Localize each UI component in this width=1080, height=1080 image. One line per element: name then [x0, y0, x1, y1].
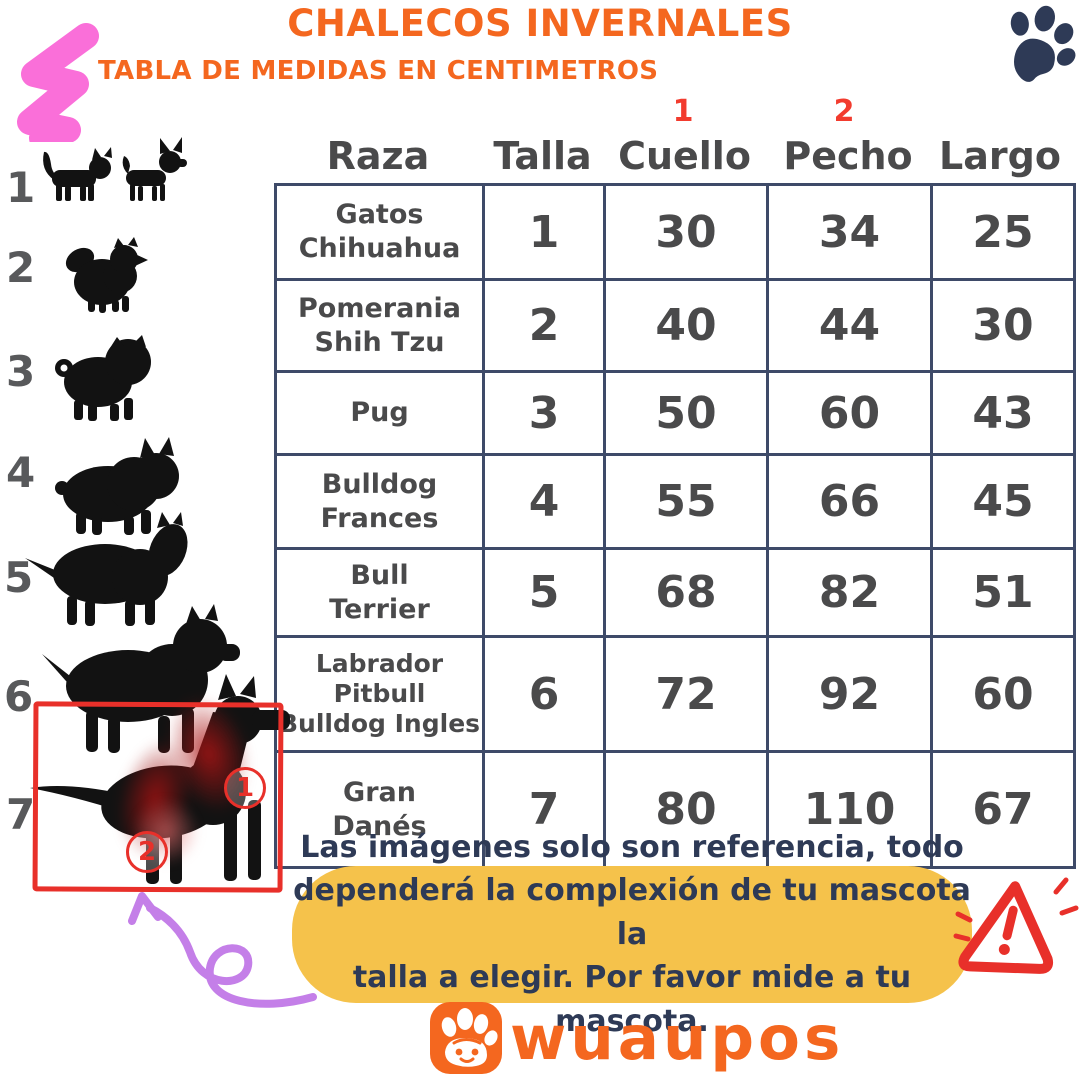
table-cell-breed: Gran Danés	[277, 753, 485, 866]
pomeranian-silhouette-icon	[65, 237, 148, 313]
table-cell-largo: 60	[933, 638, 1073, 753]
table-cell-breed: Bulldog Frances	[277, 456, 485, 550]
column-header-cuello: Cuello	[618, 134, 751, 178]
sizing-table: Gatos Chihuahua 1 30 34 25 Pomerania Shi…	[274, 183, 1076, 869]
chest-point-label: 2	[126, 831, 168, 873]
table-cell-largo: 51	[933, 550, 1073, 638]
table-cell-breed: Pomerania Shih Tzu	[277, 281, 485, 373]
page-title: CHALECOS INVERNALES	[287, 2, 793, 45]
chihuahua-silhouette-icon	[122, 137, 187, 201]
table-cell-cuello: 68	[606, 550, 769, 638]
column-header-largo: Largo	[939, 134, 1061, 178]
table-cell-cuello: 72	[606, 638, 769, 753]
table-cell-pecho: 44	[769, 281, 933, 373]
column-header-raza: Raza	[326, 134, 430, 178]
table-cell-talla: 5	[485, 550, 606, 638]
brand-name: wuaupos	[510, 1002, 845, 1074]
table-cell-cuello: 30	[606, 186, 769, 281]
paw-logo-icon	[430, 1002, 502, 1074]
table-cell-largo: 25	[933, 186, 1073, 281]
table-cell-cuello: 50	[606, 373, 769, 456]
table-cell-pecho: 66	[769, 456, 933, 550]
table-cell-talla: 1	[485, 186, 606, 281]
pink-scribble-icon	[17, 23, 99, 142]
table-cell-pecho: 82	[769, 550, 933, 638]
table-cell-breed: Pug	[277, 373, 485, 456]
size-index-6: 6	[4, 672, 34, 721]
size-index-3: 3	[6, 347, 36, 396]
french-bulldog-silhouette-icon	[55, 437, 179, 535]
size-index-7: 7	[6, 790, 36, 839]
cat-silhouette-icon	[43, 147, 112, 201]
warning-triangle-icon	[953, 877, 1079, 974]
size-index-1: 1	[6, 163, 36, 212]
column-header-talla: Talla	[493, 134, 592, 178]
table-cell-cuello: 55	[606, 456, 769, 550]
table-cell-talla: 2	[485, 281, 606, 373]
size-index-2: 2	[6, 243, 36, 292]
table-cell-pecho: 92	[769, 638, 933, 753]
table-header-row: Raza Talla Cuello Pecho Largo	[274, 122, 1070, 180]
table-cell-largo: 30	[933, 281, 1073, 373]
pug-silhouette-icon	[55, 335, 151, 421]
table-cell-pecho: 34	[769, 186, 933, 281]
paw-print-icon	[1010, 5, 1076, 82]
size-index-4: 4	[6, 448, 36, 497]
table-cell-cuello: 80	[606, 753, 769, 866]
table-cell-largo: 45	[933, 456, 1073, 550]
table-cell-breed: Bull Terrier	[277, 550, 485, 638]
disclaimer-note-text: Las imágenes solo son referencia, todo d…	[293, 829, 971, 1039]
table-cell-pecho: 110	[769, 753, 933, 866]
table-cell-largo: 67	[972, 784, 1034, 835]
disclaimer-note-box: Las imágenes solo son referencia, todo d…	[292, 830, 972, 1039]
table-cell-talla: 7	[485, 753, 606, 866]
table-cell-talla: 3	[485, 373, 606, 456]
table-cell-talla: 6	[485, 638, 606, 753]
table-cell-breed: Gatos Chihuahua	[277, 186, 485, 281]
table-cell-largo: 43	[933, 373, 1073, 456]
table-cell-pecho: 60	[769, 373, 933, 456]
table-cell-cuello: 40	[606, 281, 769, 373]
neck-point-label: 1	[224, 767, 266, 809]
column-header-pecho: Pecho	[783, 134, 913, 178]
curved-arrow-icon	[128, 892, 317, 1008]
table-cell-breed: Labrador Pitbull Bulldog Ingles	[277, 638, 485, 753]
page-subtitle: TABLA DE MEDIDAS EN CENTIMETROS	[98, 56, 659, 86]
pecho-measure-marker: 2	[833, 94, 855, 129]
size-index-5: 5	[4, 553, 34, 602]
cuello-measure-marker: 1	[672, 94, 694, 129]
table-cell-talla: 4	[485, 456, 606, 550]
bull-terrier-silhouette-icon	[25, 512, 188, 626]
